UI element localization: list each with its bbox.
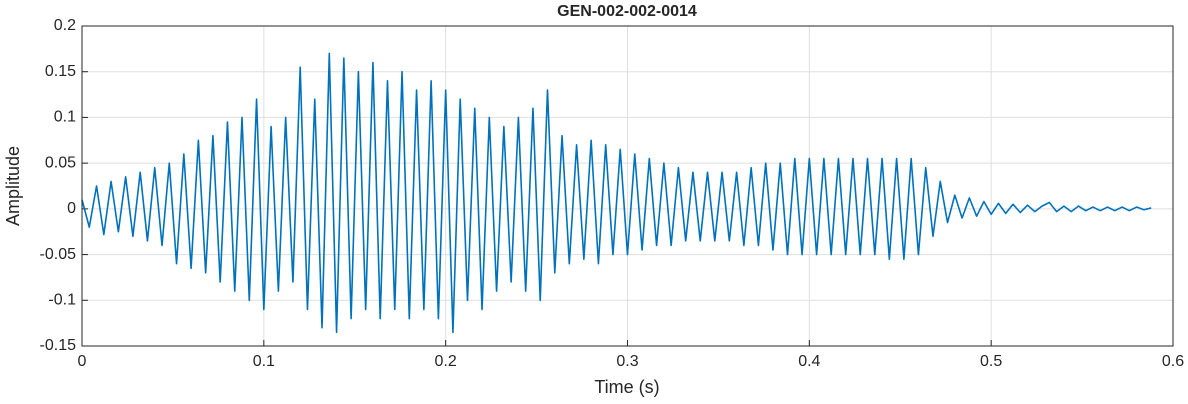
y-tick-label: 0 xyxy=(67,200,76,217)
y-tick-label: 0.15 xyxy=(45,63,76,80)
x-tick-label: 0.5 xyxy=(980,353,1002,370)
y-axis-label: Amplitude xyxy=(3,146,23,226)
y-tick-label: 0.05 xyxy=(45,154,76,171)
waveform-line xyxy=(81,52,1152,334)
plot-frame xyxy=(81,25,1174,347)
x-tick-label: 0.4 xyxy=(798,353,820,370)
y-tick-label: -0.05 xyxy=(40,246,77,263)
y-tick-label: 0.1 xyxy=(54,109,76,126)
y-tick-label: -0.15 xyxy=(40,337,77,354)
x-axis-label: Time (s) xyxy=(594,377,659,397)
x-tick-label: 0 xyxy=(78,353,87,370)
x-tick-label: 0.6 xyxy=(1162,353,1184,370)
x-tick-label: 0.1 xyxy=(253,353,275,370)
x-tick-label: 0.3 xyxy=(616,353,638,370)
x-tick-label: 0.2 xyxy=(435,353,457,370)
y-tick-label: 0.2 xyxy=(54,17,76,34)
chart-title: GEN-002-002-0014 xyxy=(557,3,697,20)
y-tick-label: -0.1 xyxy=(48,292,76,309)
